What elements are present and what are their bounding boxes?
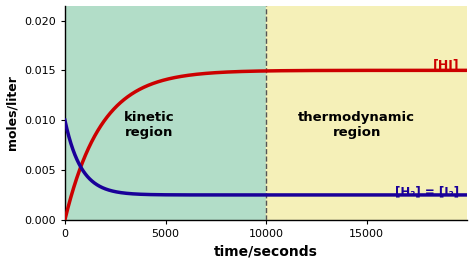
Bar [266,6,473,220]
Y-axis label: moles/liter: moles/liter [6,75,18,150]
Text: kinetic
region: kinetic region [124,111,175,139]
Text: [HI]: [HI] [433,59,459,72]
Bar [65,6,266,220]
Text: thermodynamic
region: thermodynamic region [298,111,415,139]
Text: [H₂] = [I₂]: [H₂] = [I₂] [395,185,459,199]
X-axis label: time/seconds: time/seconds [214,244,318,258]
